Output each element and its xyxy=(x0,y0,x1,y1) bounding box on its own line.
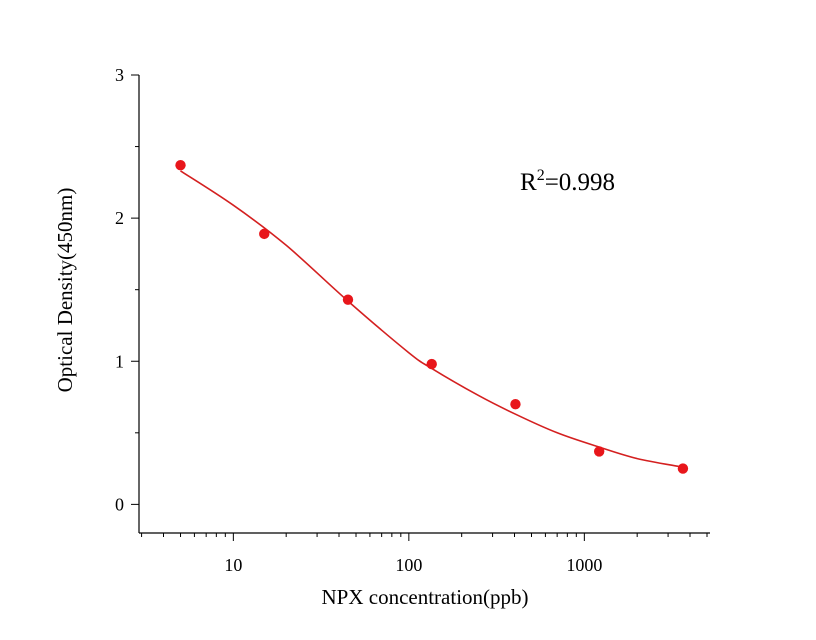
y-tick-label: 2 xyxy=(115,208,124,228)
y-tick-label: 0 xyxy=(115,494,124,514)
y-tick-label: 3 xyxy=(115,65,124,85)
x-tick-label: 10 xyxy=(224,555,242,575)
data-point xyxy=(175,159,186,171)
y-axis-label: Optical Density(450nm) xyxy=(53,188,77,393)
data-point xyxy=(426,358,437,370)
x-tick-label: 1000 xyxy=(566,555,602,575)
data-point xyxy=(510,398,521,410)
plot-area: 10 100 1000 0 1 2 3 xyxy=(115,65,710,575)
y-axis-ticks: 0 1 2 3 xyxy=(115,65,139,514)
data-point xyxy=(677,463,689,474)
data-point xyxy=(593,446,605,457)
data-points xyxy=(175,159,689,474)
x-tick-label: 100 xyxy=(395,555,422,575)
r-squared-annotation: R2=0.998 xyxy=(520,167,615,196)
fit-curve-line xyxy=(180,170,684,468)
r-squared-base: R xyxy=(520,169,537,196)
r-squared-superscript: 2 xyxy=(537,167,545,184)
data-point xyxy=(259,228,270,240)
data-point xyxy=(342,294,354,305)
r-squared-value: =0.998 xyxy=(545,169,615,196)
y-tick-label: 1 xyxy=(115,351,124,371)
x-axis-ticks: 10 100 1000 xyxy=(141,533,708,575)
x-axis-label: NPX concentration(ppb) xyxy=(321,585,528,609)
